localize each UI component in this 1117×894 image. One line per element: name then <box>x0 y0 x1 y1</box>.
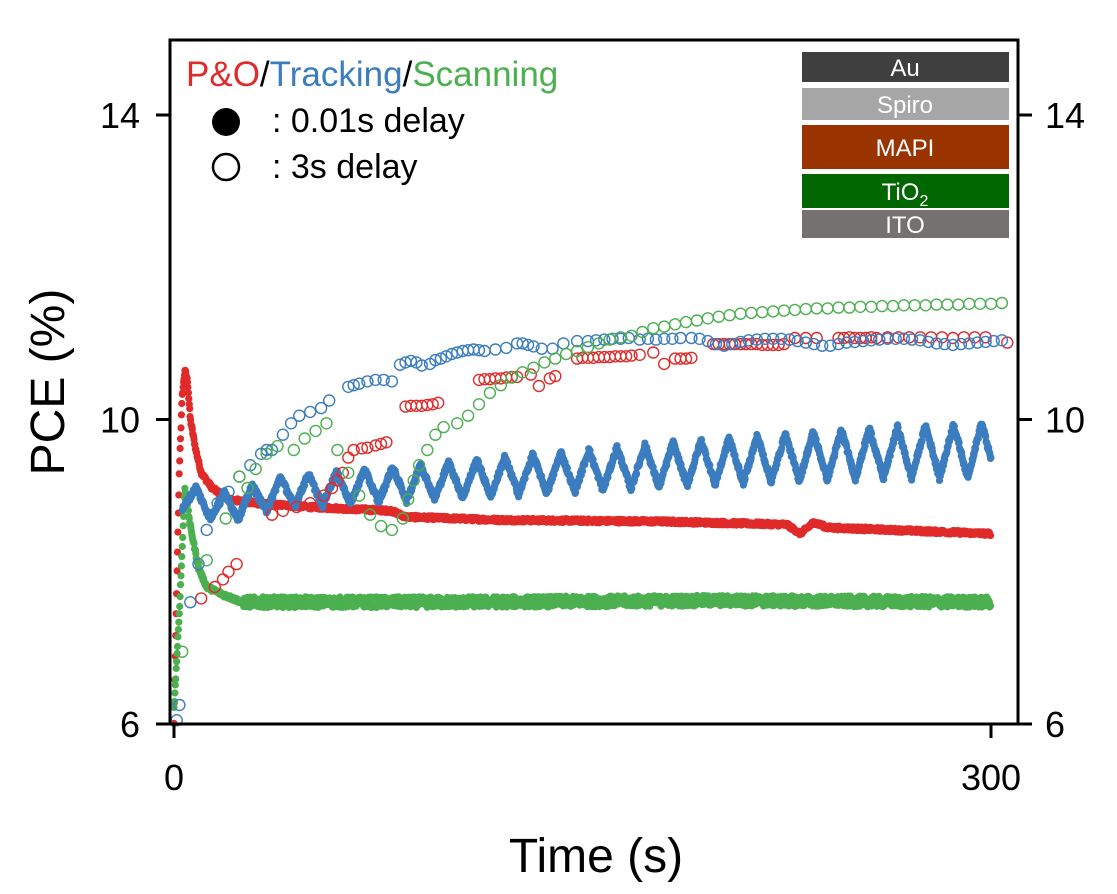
data-point <box>174 528 182 536</box>
data-point <box>179 389 187 397</box>
data-point <box>184 383 192 391</box>
data-point <box>172 664 180 673</box>
data-point <box>185 395 193 403</box>
data-point <box>177 424 185 432</box>
data-point <box>176 593 184 601</box>
data-point <box>177 562 185 570</box>
data-point <box>179 522 187 530</box>
data-point <box>176 602 184 611</box>
data-point <box>633 470 641 478</box>
data-point <box>987 531 995 540</box>
data-point <box>172 675 180 683</box>
data-point <box>173 548 182 556</box>
data-point <box>173 567 181 575</box>
data-point <box>706 461 714 469</box>
data-point <box>184 389 192 397</box>
data-point <box>177 411 185 419</box>
data-point <box>179 533 187 542</box>
data-point <box>173 658 181 666</box>
data-point <box>178 542 186 551</box>
data-point <box>175 470 183 478</box>
data-point <box>178 399 186 408</box>
data-point <box>175 610 183 618</box>
data-point <box>174 633 182 641</box>
data-point <box>175 491 183 499</box>
data-point <box>176 444 184 452</box>
data-point <box>176 581 185 589</box>
data-point <box>987 602 995 610</box>
data-point <box>176 435 185 443</box>
data-point <box>186 405 194 413</box>
plot-area <box>170 296 1014 728</box>
data-point <box>171 689 179 697</box>
data-point <box>174 625 182 634</box>
data-point <box>178 553 186 561</box>
data-point <box>177 572 185 580</box>
data-point <box>175 618 183 626</box>
data-point <box>176 457 184 465</box>
